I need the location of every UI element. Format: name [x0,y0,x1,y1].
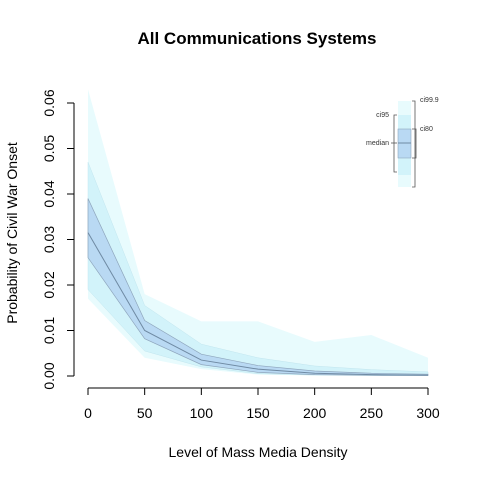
x-tick-label: 100 [190,405,214,421]
band-ci999 [88,89,428,376]
x-tick-label: 50 [137,405,153,421]
legend-ci95-label: ci95 [376,112,389,119]
median-line [87,232,429,376]
y-axis-label: Probability of Civil War Onset [4,142,20,324]
y-tick-label: 0.02 [41,271,57,298]
legend-ci80-bracket [412,128,417,159]
x-tick-label: 0 [84,405,92,421]
band-ci80 [87,198,429,376]
legend: ci99.9 ci95 ci80 median [366,97,439,188]
x-axis: 0 50 100 150 200 250 300 [84,387,440,421]
y-tick-label: 0.04 [41,180,57,207]
confidence-bands [87,89,429,377]
y-tick-label: 0.00 [41,362,57,389]
x-axis-label: Level of Mass Media Density [169,444,348,460]
y-tick-label: 0.03 [41,226,57,253]
x-tick-label: 300 [416,405,440,421]
x-tick-label: 200 [303,405,327,421]
legend-ci80-label: ci80 [420,126,433,133]
legend-median-label: median [366,140,389,147]
chart-title: All Communications Systems [137,29,376,48]
y-tick-label: 0.05 [41,135,57,162]
legend-ci999-label: ci99.9 [420,97,439,104]
y-tick-label: 0.01 [41,317,57,344]
legend-ci95-bracket [393,114,397,173]
x-tick-label: 150 [246,405,270,421]
median-line-group [87,232,429,376]
y-axis: 0.00 0.01 0.02 0.03 0.04 0.05 0.06 [41,89,75,390]
y-tick-label: 0.06 [41,89,57,116]
legend-ci999-bracket [412,100,416,188]
x-tick-label: 250 [360,405,384,421]
